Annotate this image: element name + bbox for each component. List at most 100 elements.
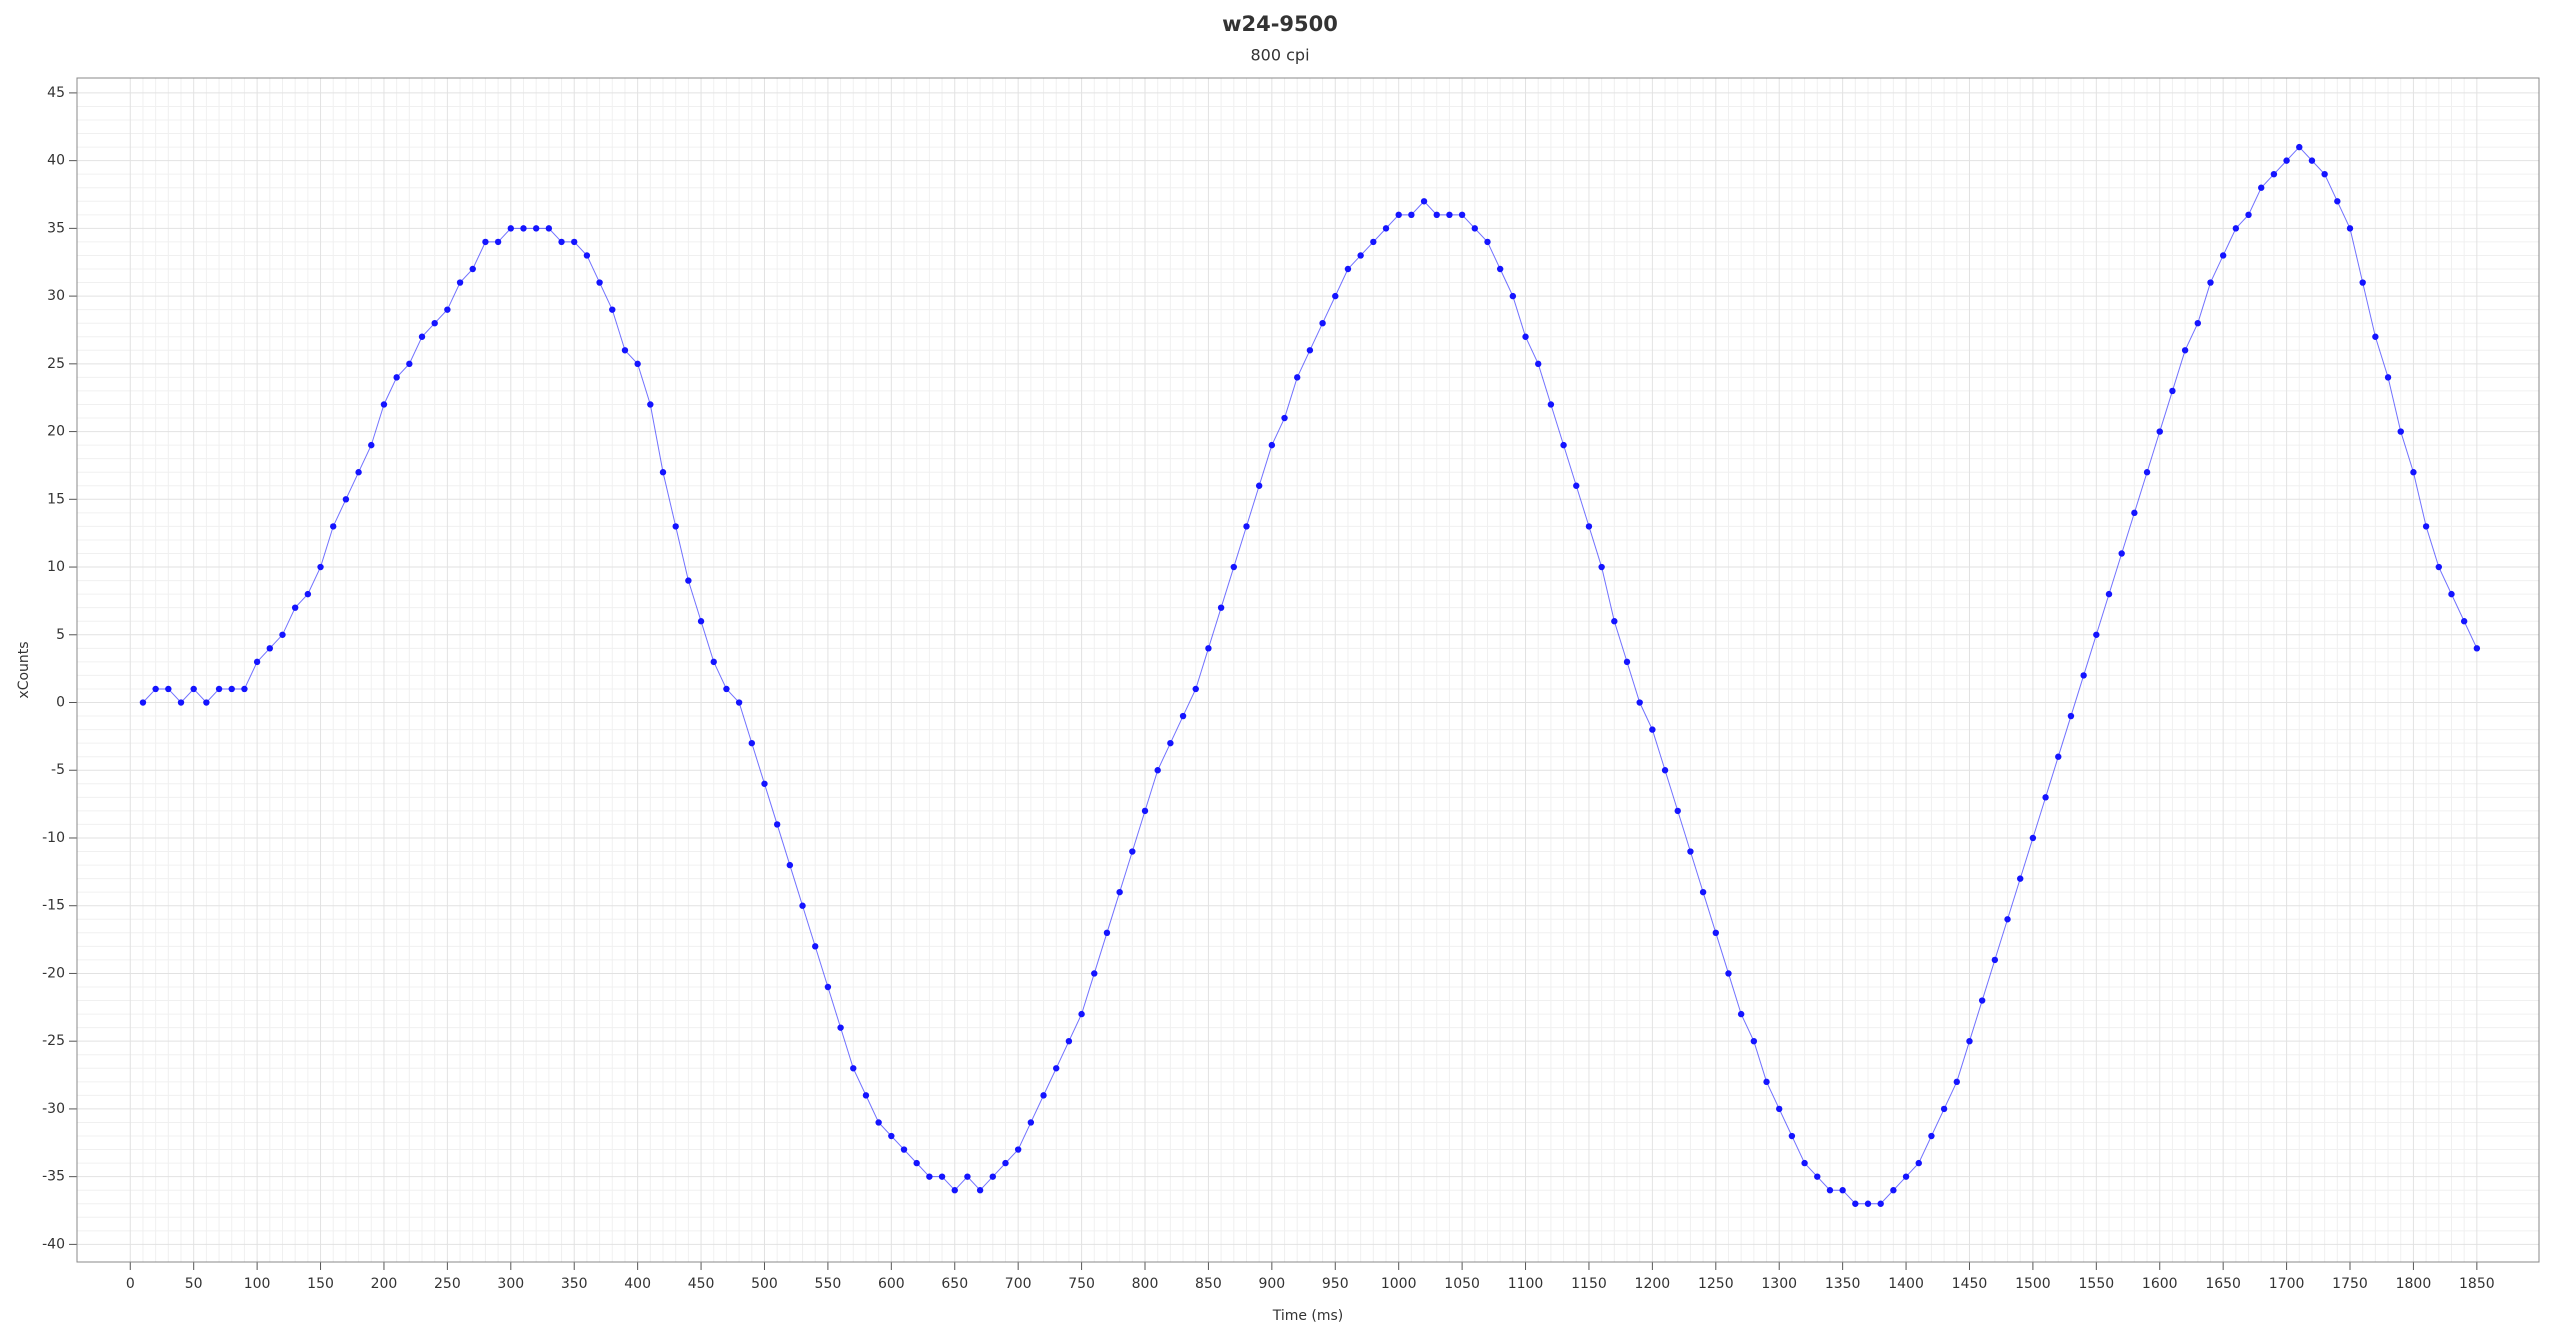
data-point bbox=[1344, 265, 1352, 273]
data-point bbox=[1255, 482, 1263, 489]
data-point bbox=[1217, 604, 1225, 611]
data-point bbox=[761, 780, 768, 787]
data-point bbox=[2194, 319, 2201, 327]
y-tick-label: 30 bbox=[47, 288, 65, 304]
data-point bbox=[165, 685, 172, 693]
data-point bbox=[1484, 238, 1491, 246]
x-tick-label: 1200 bbox=[1635, 1276, 1671, 1292]
data-point bbox=[1877, 1200, 1884, 1207]
data-point bbox=[735, 699, 743, 706]
data-point bbox=[2397, 428, 2404, 435]
data-point bbox=[1535, 360, 1542, 368]
data-point bbox=[494, 238, 502, 246]
x-tick-label: 1600 bbox=[2142, 1276, 2178, 1292]
data-point bbox=[989, 1173, 996, 1180]
data-point bbox=[279, 631, 286, 638]
y-tick-label: 10 bbox=[47, 559, 65, 575]
x-tick-label: 1500 bbox=[2015, 1276, 2051, 1292]
data-point bbox=[1776, 1105, 1783, 1113]
data-point bbox=[2004, 916, 2011, 923]
data-point bbox=[139, 699, 147, 706]
data-point bbox=[2080, 672, 2087, 679]
x-tick-label: 1650 bbox=[2205, 1276, 2241, 1292]
x-tick-label: 700 bbox=[1005, 1276, 1032, 1292]
data-point bbox=[545, 225, 553, 232]
y-tick-label: 20 bbox=[47, 424, 65, 440]
data-point bbox=[2473, 645, 2481, 652]
data-point bbox=[1471, 225, 1478, 232]
data-point bbox=[2346, 225, 2354, 232]
x-tick-label: 350 bbox=[561, 1276, 588, 1292]
data-point bbox=[1141, 807, 1149, 815]
data-point bbox=[1750, 1037, 1758, 1045]
data-point bbox=[2143, 469, 2151, 476]
data-point bbox=[1978, 997, 1986, 1004]
data-point bbox=[2169, 387, 2176, 395]
data-point bbox=[304, 590, 312, 598]
data-point bbox=[2118, 550, 2125, 557]
data-point bbox=[2422, 523, 2430, 530]
data-point bbox=[2029, 834, 2037, 842]
x-tick-label: 150 bbox=[307, 1276, 334, 1292]
data-point bbox=[913, 1159, 920, 1167]
data-point bbox=[1928, 1132, 1935, 1140]
x-tick-label: 1850 bbox=[2459, 1276, 2495, 1292]
data-point bbox=[799, 902, 806, 909]
y-tick-label: -40 bbox=[42, 1236, 65, 1252]
data-point bbox=[862, 1092, 870, 1099]
data-point bbox=[1712, 929, 1719, 937]
data-point bbox=[888, 1132, 895, 1140]
data-point bbox=[596, 279, 603, 286]
data-point bbox=[177, 699, 185, 706]
data-point bbox=[1243, 523, 1250, 530]
y-tick-label: 35 bbox=[47, 220, 65, 236]
data-point bbox=[1522, 333, 1529, 340]
data-point bbox=[2105, 590, 2113, 598]
data-point bbox=[1370, 238, 1377, 246]
data-point bbox=[2308, 157, 2316, 164]
x-tick-label: 50 bbox=[185, 1276, 203, 1292]
data-point bbox=[1623, 658, 1631, 666]
data-point bbox=[2372, 333, 2379, 340]
data-point bbox=[1940, 1105, 1948, 1113]
data-point bbox=[520, 225, 527, 232]
data-point bbox=[697, 618, 705, 625]
data-point bbox=[951, 1187, 958, 1194]
x-tick-label: 1350 bbox=[1825, 1276, 1861, 1292]
data-point bbox=[1281, 414, 1288, 422]
data-point bbox=[2232, 225, 2240, 232]
data-point bbox=[2131, 509, 2138, 517]
data-point bbox=[773, 821, 781, 828]
data-point bbox=[812, 943, 819, 950]
plot-area bbox=[77, 78, 2539, 1262]
x-tick-label: 1300 bbox=[1761, 1276, 1797, 1292]
data-point bbox=[1661, 767, 1669, 774]
data-point bbox=[571, 238, 578, 246]
data-point bbox=[1014, 1146, 1022, 1153]
data-point bbox=[1230, 563, 1237, 571]
data-point bbox=[266, 645, 273, 652]
data-point bbox=[1674, 807, 1681, 815]
data-point bbox=[1002, 1159, 1009, 1167]
data-point bbox=[2359, 279, 2366, 286]
data-point bbox=[1040, 1092, 1047, 1099]
data-point bbox=[1611, 618, 1618, 625]
data-point bbox=[1091, 970, 1098, 977]
data-point bbox=[418, 333, 426, 340]
x-tick-label: 850 bbox=[1195, 1276, 1222, 1292]
data-point bbox=[2448, 590, 2455, 598]
y-tick-label: -20 bbox=[42, 965, 65, 981]
data-point bbox=[368, 441, 375, 449]
x-axis-label: Time (ms) bbox=[1272, 1308, 1344, 1324]
data-point bbox=[1560, 441, 1567, 449]
data-point bbox=[1065, 1037, 1073, 1045]
data-point bbox=[1129, 848, 1136, 855]
data-point bbox=[2334, 198, 2341, 205]
data-point bbox=[1788, 1132, 1796, 1140]
data-point bbox=[1116, 888, 1123, 896]
y-tick-label: 40 bbox=[47, 153, 65, 169]
data-point bbox=[317, 563, 324, 571]
x-tick-label: 1050 bbox=[1444, 1276, 1480, 1292]
x-tick-label: 100 bbox=[244, 1276, 271, 1292]
data-point bbox=[2321, 170, 2328, 178]
